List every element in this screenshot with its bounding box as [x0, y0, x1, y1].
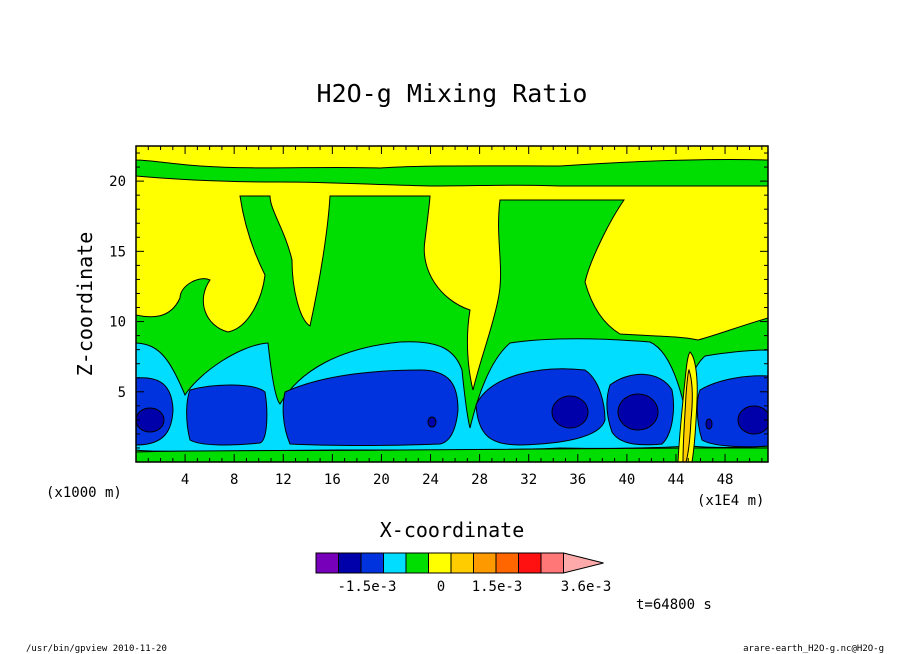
time-label: t=64800 s [636, 597, 712, 613]
colorbar-swatch [473, 552, 497, 574]
x-unit-right: (x1E4 m) [697, 493, 764, 509]
x-tick-label: 20 [373, 472, 390, 488]
chart-title: H2O-g Mixing Ratio [317, 79, 588, 108]
colorbar-swatch [338, 552, 362, 574]
x-axis: 4 8 12 16 20 24 28 32 36 40 44 48 [147, 146, 763, 488]
x-tick-label: 16 [324, 472, 341, 488]
y-tick-label: 15 [109, 244, 126, 260]
colorbar-swatch [383, 552, 407, 574]
colorbar-swatch [360, 552, 384, 574]
x-tick-label: 4 [181, 472, 189, 488]
x-tick-label: 44 [668, 472, 685, 488]
colorbar-labels: -1.5e-3 0 1.5e-3 3.6e-3 [337, 579, 611, 595]
contour-fill-navy-5 [737, 405, 768, 435]
colorbar-tick-label: 1.5e-3 [472, 579, 523, 595]
colorbar-arrow [563, 552, 604, 574]
x-tick-label: 8 [230, 472, 238, 488]
contour-fill-blue-3 [282, 369, 459, 446]
colorbar-tick-label: -1.5e-3 [337, 579, 396, 595]
contour-fill-yellow-upper [136, 146, 768, 169]
colorbar-swatch [405, 552, 429, 574]
footer-left: /usr/bin/gpview 2010-11-20 [26, 644, 167, 654]
contour-fill-navy-1 [136, 407, 165, 433]
x-tick-label: 28 [471, 472, 488, 488]
y-axis-title: Z-coordinate [73, 232, 97, 377]
x-tick-label: 48 [717, 472, 734, 488]
x-tick-label: 32 [520, 472, 537, 488]
x-axis-title: X-coordinate [380, 518, 525, 542]
contour-fill-navy-6 [705, 418, 713, 430]
y-tick-label: 20 [109, 174, 126, 190]
contour-fill-blue-2 [186, 384, 268, 446]
plot-frame [135, 145, 769, 463]
contour-fill-navy-3 [551, 395, 589, 429]
colorbar-swatch [540, 552, 564, 574]
x-tick-label: 24 [422, 472, 439, 488]
contour-fill-navy-2 [427, 416, 437, 428]
colorbar-swatch [495, 552, 519, 574]
x-tick-label: 40 [618, 472, 635, 488]
plot-area [135, 145, 769, 463]
colorbar-tick-label: 0 [437, 579, 445, 595]
contour-field [136, 146, 768, 462]
footer-right: arare-earth_H2O-g.nc@H2O-g [743, 644, 884, 654]
colorbar-tick-label: 3.6e-3 [561, 579, 612, 595]
contour-fill-yellow-mid [136, 175, 768, 391]
colorbar [315, 552, 604, 574]
y-tick-label: 10 [109, 315, 126, 331]
colorbar-swatch [518, 552, 542, 574]
colorbar-swatch [315, 552, 339, 574]
contour-fill-navy-4 [617, 393, 659, 431]
x-tick-label: 36 [569, 472, 586, 488]
contour-fill-green-bottom [136, 447, 768, 462]
colorbar-swatch [428, 552, 452, 574]
x-unit-left: (x1000 m) [46, 485, 122, 501]
x-tick-label: 12 [275, 472, 292, 488]
contour-fill-orange-column [682, 368, 693, 462]
colorbar-swatch [450, 552, 474, 574]
y-tick-label: 5 [118, 385, 126, 401]
y-axis: 5 10 15 20 [109, 152, 768, 449]
